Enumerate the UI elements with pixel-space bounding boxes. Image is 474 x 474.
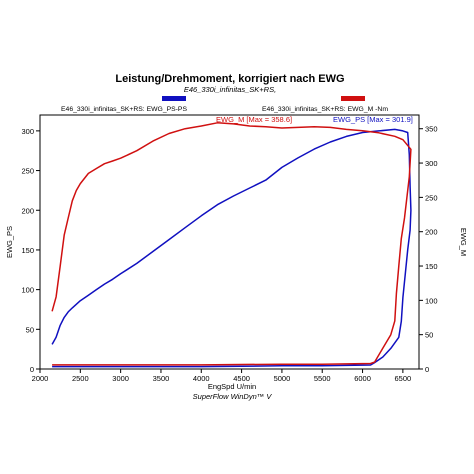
y-axis-right-ticks: 0 50 100 150 200 250 300 350 [419, 125, 438, 374]
legend-swatch-m [341, 96, 365, 101]
y-left-tick-label: 0 [30, 365, 34, 374]
y-left-tick-label: 50 [26, 325, 34, 334]
chart-title: Leistung/Drehmoment, korrigiert nach EWG [115, 73, 344, 85]
y-right-tick-label: 100 [425, 296, 438, 305]
x-tick-label: 3500 [153, 374, 170, 383]
y-right-tick-label: 50 [425, 331, 433, 340]
y-right-tick-label: 0 [425, 365, 429, 374]
series-line-power [51, 128, 412, 368]
x-axis-label: EngSpd U/min [208, 382, 256, 391]
y-left-tick-label: 200 [21, 206, 34, 215]
legend-swatch-ps [162, 96, 186, 101]
x-tick-label: 4000 [193, 374, 210, 383]
x-tick-label: 6500 [395, 374, 412, 383]
y-left-tick-label: 150 [21, 246, 34, 255]
y-left-tick-label: 250 [21, 167, 34, 176]
x-tick-label: 3000 [112, 374, 129, 383]
series-layer [51, 122, 412, 368]
x-tick-label: 5500 [314, 374, 331, 383]
y-axis-left-label: EWG_PS [5, 226, 14, 258]
x-axis-ticks: 2000 2500 3000 3500 4000 4500 5000 5500 6000 6500 [32, 369, 412, 383]
y-right-tick-label: 200 [425, 228, 438, 237]
plot-frame [39, 114, 420, 370]
y-axis-left-ticks: 0 50 100 150 200 250 300 [21, 127, 40, 374]
y-axis-right-label: EWG_M [459, 228, 468, 256]
y-right-tick-label: 250 [425, 193, 438, 202]
x-tick-label: 2500 [72, 374, 89, 383]
y-right-tick-label: 300 [425, 159, 438, 168]
x-tick-label: 4500 [233, 374, 250, 383]
y-left-tick-label: 300 [21, 127, 34, 136]
y-left-tick-label: 100 [21, 286, 34, 295]
series-line-torque [51, 122, 412, 366]
x-tick-label: 2000 [32, 374, 49, 383]
annotation-power-max: EWG_PS [Max = 301.9] [333, 115, 413, 124]
y-right-tick-label: 350 [425, 125, 438, 134]
annotation-torque-max: EWG_M [Max = 358.6] [216, 115, 292, 124]
y-right-tick-label: 150 [425, 262, 438, 271]
chart-subtitle: E46_330i_infinitas_SK+RS, [184, 85, 276, 94]
footer-label: SuperFlow WinDyn™ V [193, 392, 273, 401]
x-tick-label: 5000 [274, 374, 291, 383]
legend-label-ps: E46_330i_infinitas_SK+RS: EWG_PS-PS [61, 106, 187, 113]
x-tick-label: 6000 [354, 374, 371, 383]
legend-label-m: E46_330i_infinitas_SK+RS: EWG_M -Nm [262, 106, 388, 113]
